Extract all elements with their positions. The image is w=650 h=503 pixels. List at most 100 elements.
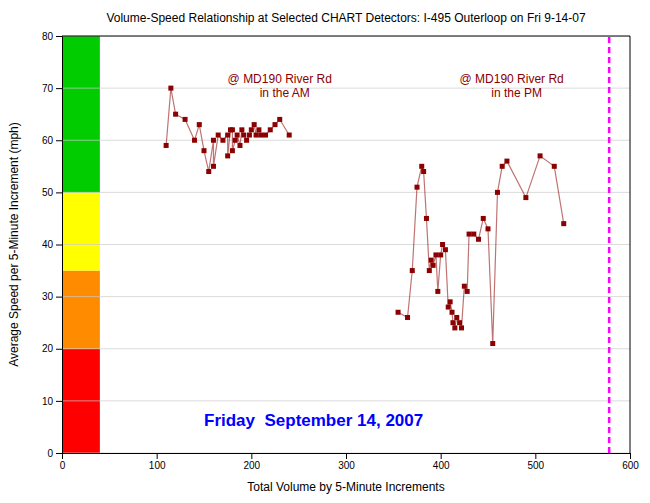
tick-label: 10 <box>42 396 54 407</box>
grid-line <box>62 244 630 245</box>
tick-mark <box>441 453 442 459</box>
point <box>202 148 207 153</box>
tick-mark <box>56 192 62 193</box>
point <box>552 164 557 169</box>
point <box>486 226 491 231</box>
grid-line <box>62 296 630 297</box>
grid-line <box>62 453 630 454</box>
x-axis-line <box>63 454 631 460</box>
series-line <box>398 156 564 344</box>
tick-mark <box>251 453 252 459</box>
plot-area <box>62 36 630 453</box>
speed-band <box>62 271 100 349</box>
date-text: Friday September 14, 2007 <box>204 411 423 430</box>
point <box>164 143 169 148</box>
tick-mark <box>630 453 631 459</box>
y-axis-line <box>56 37 63 454</box>
point <box>410 268 415 273</box>
grid-line <box>62 140 630 141</box>
point <box>254 133 259 138</box>
y-axis-tick: 40 <box>42 239 62 250</box>
point <box>421 169 426 174</box>
point <box>467 232 472 237</box>
point <box>454 315 459 320</box>
point <box>273 122 278 127</box>
tick-mark <box>56 349 62 350</box>
point <box>431 263 436 268</box>
tick-label: 70 <box>42 83 54 94</box>
point <box>230 127 235 132</box>
point <box>173 112 178 117</box>
point <box>435 289 440 294</box>
point <box>235 133 240 138</box>
point <box>405 315 410 320</box>
grid-line <box>62 348 630 349</box>
series-points <box>396 153 567 346</box>
point <box>415 185 420 190</box>
x-axis-title: Total Volume by 5-Minute Increments <box>247 480 444 494</box>
point <box>504 159 509 164</box>
y-axis-tick: 10 <box>42 396 62 407</box>
point <box>233 138 238 143</box>
tick-label: 200 <box>243 460 260 471</box>
tick-mark <box>56 140 62 141</box>
tick-label: 0 <box>60 460 66 471</box>
point <box>206 169 211 174</box>
y-axis-tick: 60 <box>42 135 62 146</box>
point <box>237 143 242 148</box>
point <box>448 299 453 304</box>
tick-label: 100 <box>149 460 166 471</box>
x-axis-tick: 0 <box>60 453 66 471</box>
point <box>263 133 268 138</box>
point <box>258 133 263 138</box>
y-axis-tick: 30 <box>42 291 62 302</box>
y-axis-title: Average Speed per 5-Minute Increment (mp… <box>7 122 21 367</box>
point <box>490 341 495 346</box>
point <box>450 320 455 325</box>
point <box>256 127 261 132</box>
point <box>230 148 235 153</box>
point <box>183 117 188 122</box>
annotation: @ MD190 River Rd in the PM <box>460 72 564 100</box>
x-axis-tick: 300 <box>338 453 355 471</box>
plot-frame <box>62 36 630 37</box>
point <box>495 190 500 195</box>
tick-label: 60 <box>42 135 54 146</box>
point <box>452 325 457 330</box>
tick-label: 600 <box>622 460 639 471</box>
grid-line <box>62 192 630 193</box>
point <box>440 242 445 247</box>
point <box>446 305 451 310</box>
point <box>277 117 282 122</box>
y-axis-tick: 50 <box>42 187 62 198</box>
tick-label: 50 <box>42 187 54 198</box>
point <box>247 133 252 138</box>
tick-mark <box>56 245 62 246</box>
grid-line <box>62 400 630 401</box>
tick-mark <box>56 401 62 402</box>
tick-mark <box>56 297 62 298</box>
point <box>249 127 254 132</box>
y-axis-tick: 0 <box>47 448 62 459</box>
point <box>438 252 443 257</box>
point <box>481 216 486 221</box>
point <box>241 133 246 138</box>
tick-label: 40 <box>42 239 54 250</box>
tick-label: 500 <box>527 460 544 471</box>
tick-label: 20 <box>42 343 54 354</box>
point <box>220 138 225 143</box>
tick-mark <box>346 453 347 459</box>
point <box>523 195 528 200</box>
x-axis-tick: 200 <box>243 453 260 471</box>
point <box>500 164 505 169</box>
grid-line <box>62 88 630 89</box>
chart: 010020030040050060001020304050607080Volu… <box>0 0 650 503</box>
point <box>476 237 481 242</box>
point <box>252 122 257 127</box>
tick-label: 300 <box>338 460 355 471</box>
x-axis-tick: 100 <box>149 453 166 471</box>
point <box>239 127 244 132</box>
point <box>225 133 230 138</box>
plot-frame <box>630 36 631 453</box>
series-line <box>166 88 289 171</box>
